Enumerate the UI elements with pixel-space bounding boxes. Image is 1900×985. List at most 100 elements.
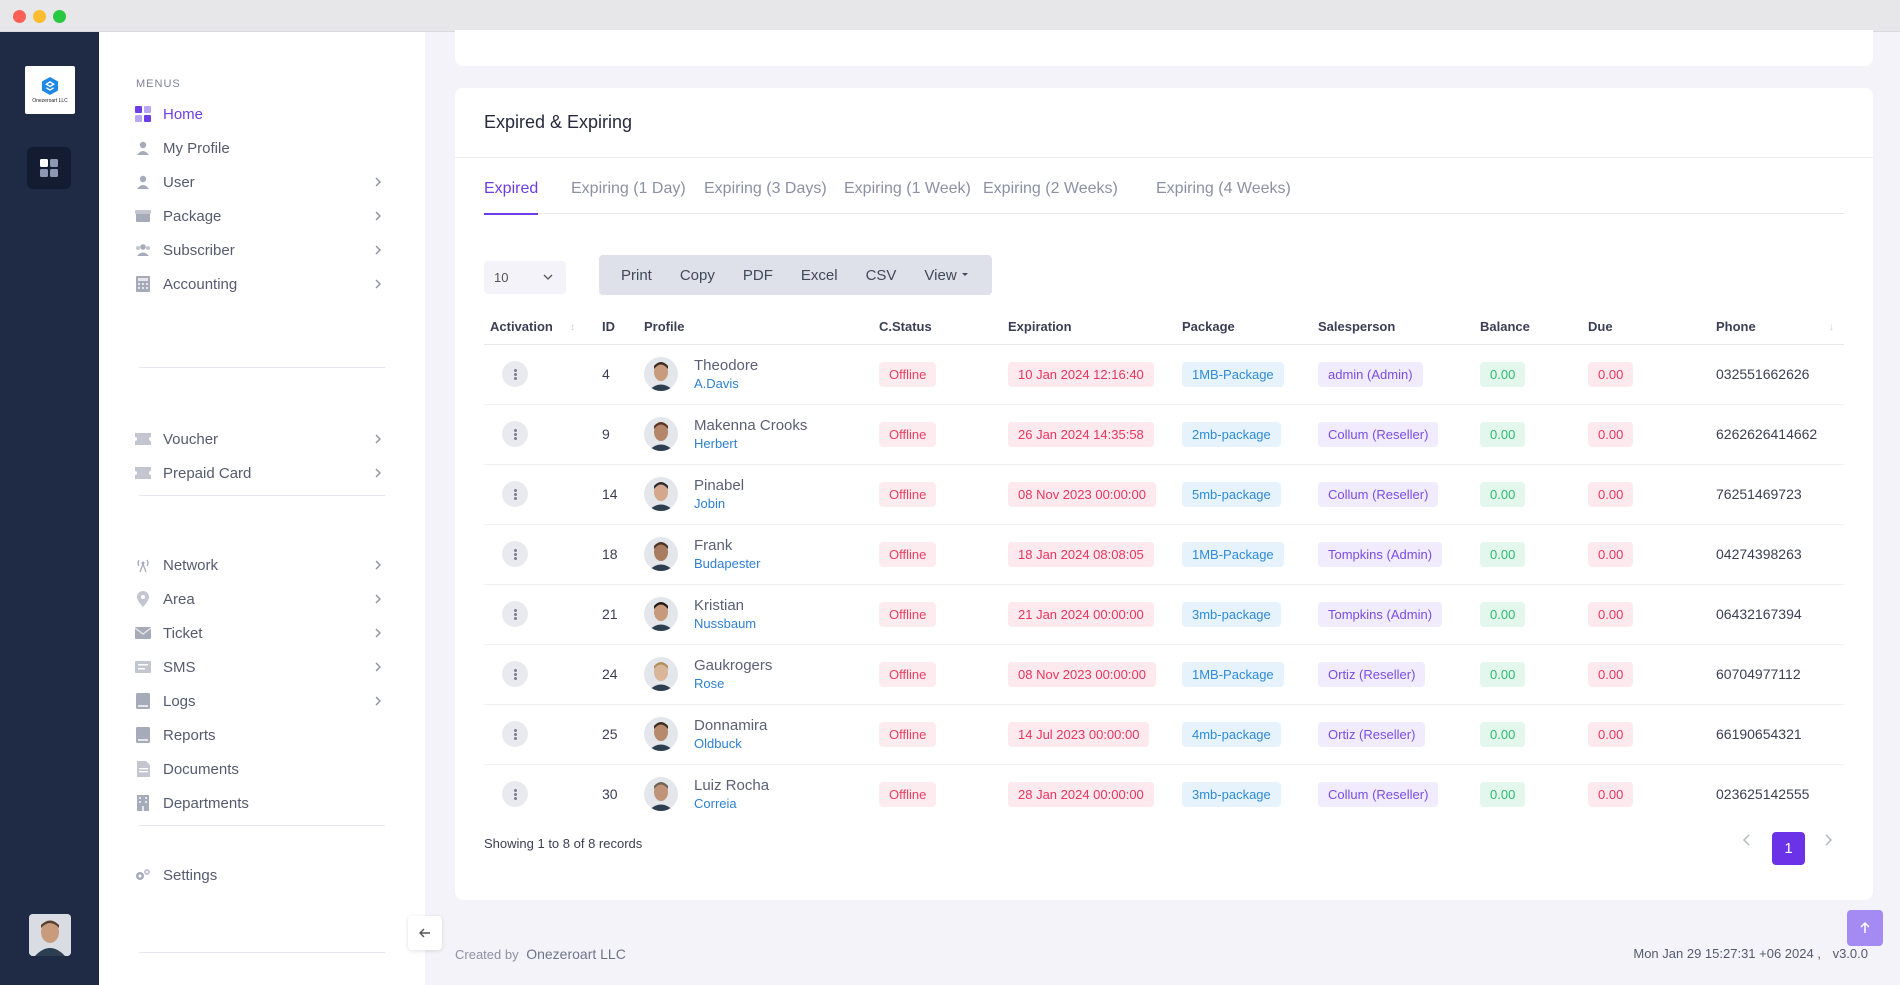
- column-header-expiration[interactable]: Expiration: [1002, 310, 1176, 345]
- page-length-select[interactable]: 10: [484, 261, 566, 294]
- profile-username-link[interactable]: Herbert: [694, 436, 738, 451]
- profile-avatar[interactable]: [644, 777, 678, 812]
- column-header-label: C.Status: [879, 319, 932, 335]
- row-actions-menu-button[interactable]: [502, 481, 528, 507]
- dashboard-rail-button[interactable]: [27, 147, 71, 189]
- column-header-salesperson[interactable]: Salesperson: [1312, 310, 1474, 345]
- avatar-portrait-icon: [644, 417, 678, 451]
- window-close-button[interactable]: [13, 10, 26, 23]
- row-actions-menu-button[interactable]: [502, 421, 528, 447]
- row-actions-menu-button[interactable]: [502, 661, 528, 687]
- window-maximize-button[interactable]: [53, 10, 66, 23]
- expiration-cell: 18 Jan 2024 08:08:05: [1002, 524, 1176, 585]
- sort-icon: ↕: [570, 322, 575, 333]
- profile-avatar[interactable]: [644, 657, 678, 691]
- csv-button[interactable]: CSV: [865, 266, 897, 284]
- package-badge: 1MB-Package: [1182, 541, 1284, 567]
- sidebar-item-documents[interactable]: Documents: [135, 754, 385, 784]
- package-cell: 2mb-package: [1176, 404, 1312, 465]
- sidebar-item-subscriber[interactable]: Subscriber: [135, 235, 385, 265]
- column-header-id[interactable]: ID: [596, 310, 638, 345]
- tab-expiring-2-weeks[interactable]: Expiring (2 Weeks): [983, 180, 1118, 197]
- tab-expiring-3-days[interactable]: Expiring (3 Days): [704, 180, 827, 197]
- excel-button[interactable]: Excel: [800, 266, 838, 284]
- column-header-activation[interactable]: Activation ↕: [484, 310, 596, 345]
- sidebar-item-departments[interactable]: Departments: [135, 788, 385, 818]
- profile-avatar[interactable]: [644, 537, 678, 571]
- pagination-page-1[interactable]: 1: [1772, 832, 1805, 865]
- expiration-badge: 08 Nov 2023 00:00:00: [1008, 661, 1156, 687]
- column-header-phone[interactable]: Phone ↓: [1710, 310, 1844, 345]
- sidebar-item-sms[interactable]: SMS: [135, 652, 385, 682]
- sidebar-item-settings[interactable]: Settings: [135, 860, 385, 890]
- envelope-icon: [135, 625, 151, 641]
- sidebar-item-area[interactable]: Area: [135, 584, 385, 614]
- print-button[interactable]: Print: [621, 266, 652, 284]
- chevron-right-icon: [375, 628, 381, 638]
- footer-company[interactable]: Onezeroart LLC: [526, 946, 626, 962]
- row-actions-menu-button[interactable]: [502, 721, 528, 747]
- collapse-sidebar-button[interactable]: [408, 916, 442, 950]
- pdf-button[interactable]: PDF: [742, 266, 773, 284]
- id-cell: 21: [596, 584, 638, 645]
- sidebar-item-network[interactable]: Network: [135, 550, 385, 580]
- row-actions-menu-button[interactable]: [502, 601, 528, 627]
- sidebar-item-voucher[interactable]: Voucher: [135, 424, 385, 454]
- profile-username-link[interactable]: A.Davis: [694, 376, 739, 391]
- sort-icon: ↓: [1829, 322, 1834, 333]
- scroll-to-top-button[interactable]: [1847, 910, 1883, 946]
- due-badge: 0.00: [1588, 661, 1634, 687]
- sidebar-item-accounting[interactable]: Accounting: [135, 269, 385, 299]
- sidebar-item-home[interactable]: Home: [135, 99, 385, 129]
- pagination-previous-icon[interactable]: [1737, 830, 1757, 850]
- pagination-next-icon[interactable]: [1818, 830, 1838, 850]
- kebab-menu-icon: [513, 428, 517, 441]
- profile-avatar[interactable]: [644, 417, 678, 451]
- status-cell: Offline: [873, 464, 1002, 525]
- window-minimize-button[interactable]: [33, 10, 46, 23]
- chevron-right-icon: [375, 177, 381, 187]
- profile-username-link[interactable]: Nussbaum: [694, 616, 757, 631]
- sidebar-item-logs[interactable]: Logs: [135, 686, 385, 716]
- due-badge: 0.00: [1588, 601, 1634, 627]
- activation-cell: [484, 404, 596, 465]
- sidebar-item-my-profile[interactable]: My Profile: [135, 133, 385, 163]
- column-header-c-status[interactable]: C.Status: [873, 310, 1002, 345]
- tab-expired[interactable]: Expired: [484, 180, 539, 215]
- row-actions-menu-button[interactable]: [502, 541, 528, 567]
- profile-avatar[interactable]: [644, 357, 678, 391]
- sidebar-item-user[interactable]: User: [135, 167, 385, 197]
- column-header-balance[interactable]: Balance: [1474, 310, 1582, 345]
- sidebar-item-ticket[interactable]: Ticket: [135, 618, 385, 648]
- expiration-cell: 08 Nov 2023 00:00:00: [1002, 644, 1176, 705]
- kebab-menu-icon: [513, 728, 517, 741]
- profile-username-link[interactable]: Budapester: [694, 556, 761, 571]
- tab-expiring-1-week[interactable]: Expiring (1 Week): [844, 180, 971, 197]
- row-actions-menu-button[interactable]: [502, 361, 528, 387]
- profile-username-link[interactable]: Oldbuck: [694, 736, 742, 751]
- sidebar-item-prepaid-card[interactable]: Prepaid Card: [135, 458, 385, 488]
- copy-button[interactable]: Copy: [679, 266, 715, 284]
- tab-expiring-1-day[interactable]: Expiring (1 Day): [571, 180, 686, 197]
- expiration-cell: 26 Jan 2024 14:35:58: [1002, 404, 1176, 465]
- column-header-profile[interactable]: Profile: [638, 310, 873, 345]
- user-avatar[interactable]: [29, 914, 71, 956]
- balance-cell: 0.00: [1474, 704, 1582, 765]
- chevron-right-icon: [375, 662, 381, 672]
- avatar-portrait-icon: [644, 777, 678, 812]
- profile-username-link[interactable]: Correia: [694, 796, 737, 812]
- row-actions-menu-button[interactable]: [502, 781, 528, 808]
- profile-username-link[interactable]: Rose: [694, 676, 725, 691]
- profile-username-link[interactable]: Jobin: [694, 496, 726, 511]
- profile-avatar[interactable]: [644, 477, 678, 511]
- column-view-dropdown[interactable]: View: [910, 255, 983, 295]
- sidebar-item-reports[interactable]: Reports: [135, 720, 385, 750]
- brand-logo[interactable]: Onezeroart LLC: [25, 66, 75, 114]
- tab-expiring-4-weeks[interactable]: Expiring (4 Weeks): [1156, 180, 1291, 197]
- sidebar-item-package[interactable]: Package: [135, 201, 385, 231]
- column-header-package[interactable]: Package: [1176, 310, 1312, 345]
- profile-avatar[interactable]: [644, 717, 678, 751]
- column-header-due[interactable]: Due: [1582, 310, 1710, 345]
- profile-avatar[interactable]: [644, 597, 678, 631]
- profile-cell: Kristian Nussbaum: [638, 584, 873, 645]
